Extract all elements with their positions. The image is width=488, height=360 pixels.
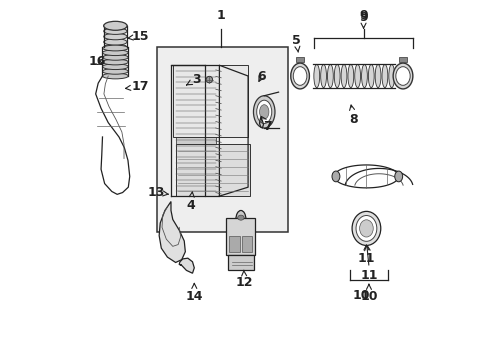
Bar — [225, 218, 254, 255]
Ellipse shape — [102, 68, 128, 74]
Ellipse shape — [256, 100, 271, 123]
Text: 10: 10 — [360, 284, 377, 303]
Ellipse shape — [103, 44, 127, 50]
Text: 9: 9 — [359, 11, 367, 24]
Bar — [176, 144, 249, 196]
Text: 11: 11 — [357, 245, 374, 265]
Text: 7: 7 — [261, 116, 272, 133]
Ellipse shape — [313, 64, 319, 87]
Ellipse shape — [394, 171, 402, 182]
Text: 1: 1 — [216, 9, 225, 22]
Ellipse shape — [259, 105, 268, 119]
Ellipse shape — [354, 64, 360, 87]
Ellipse shape — [102, 73, 128, 79]
Ellipse shape — [103, 33, 127, 40]
Ellipse shape — [290, 63, 309, 89]
Bar — [175, 69, 215, 194]
Text: 14: 14 — [185, 283, 203, 303]
Bar — [242, 235, 251, 252]
Text: 11: 11 — [360, 269, 377, 282]
Ellipse shape — [102, 54, 128, 60]
Ellipse shape — [102, 50, 128, 55]
Ellipse shape — [388, 64, 394, 87]
Ellipse shape — [381, 64, 387, 87]
Ellipse shape — [334, 64, 339, 87]
Text: 9: 9 — [359, 9, 367, 28]
Bar — [229, 235, 240, 252]
Text: 4: 4 — [186, 192, 195, 212]
Text: 5: 5 — [291, 33, 300, 52]
Ellipse shape — [351, 211, 380, 246]
Ellipse shape — [392, 63, 412, 89]
Text: 10: 10 — [351, 289, 369, 302]
Ellipse shape — [103, 28, 127, 35]
Ellipse shape — [374, 64, 380, 87]
Text: 12: 12 — [235, 270, 253, 289]
Text: 6: 6 — [257, 69, 265, 82]
Ellipse shape — [103, 23, 127, 29]
Text: 16: 16 — [88, 55, 105, 68]
Ellipse shape — [395, 67, 409, 85]
Text: 15: 15 — [128, 30, 149, 43]
Ellipse shape — [293, 67, 306, 85]
Ellipse shape — [102, 45, 128, 51]
Ellipse shape — [355, 216, 376, 241]
Bar — [228, 255, 254, 270]
Bar — [399, 57, 406, 62]
Ellipse shape — [331, 171, 339, 182]
Text: 8: 8 — [349, 105, 357, 126]
Ellipse shape — [341, 64, 346, 87]
Text: 17: 17 — [125, 80, 149, 93]
Ellipse shape — [347, 64, 353, 87]
Polygon shape — [159, 202, 185, 262]
Ellipse shape — [253, 96, 274, 128]
Ellipse shape — [361, 64, 366, 87]
Ellipse shape — [327, 64, 333, 87]
Text: 3: 3 — [186, 73, 200, 86]
Ellipse shape — [206, 76, 212, 83]
Ellipse shape — [103, 39, 127, 45]
Ellipse shape — [237, 215, 244, 220]
Ellipse shape — [235, 211, 245, 228]
Bar — [156, 47, 287, 232]
Text: 13: 13 — [148, 186, 168, 199]
Bar — [296, 57, 303, 62]
Ellipse shape — [367, 64, 373, 87]
Ellipse shape — [102, 59, 128, 65]
Polygon shape — [179, 258, 194, 273]
Ellipse shape — [320, 64, 326, 87]
Ellipse shape — [103, 21, 127, 30]
Bar — [172, 65, 247, 137]
Ellipse shape — [102, 64, 128, 69]
Ellipse shape — [359, 220, 372, 237]
